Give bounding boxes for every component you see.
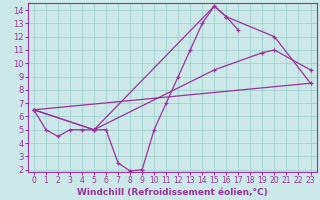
X-axis label: Windchill (Refroidissement éolien,°C): Windchill (Refroidissement éolien,°C) <box>77 188 268 197</box>
